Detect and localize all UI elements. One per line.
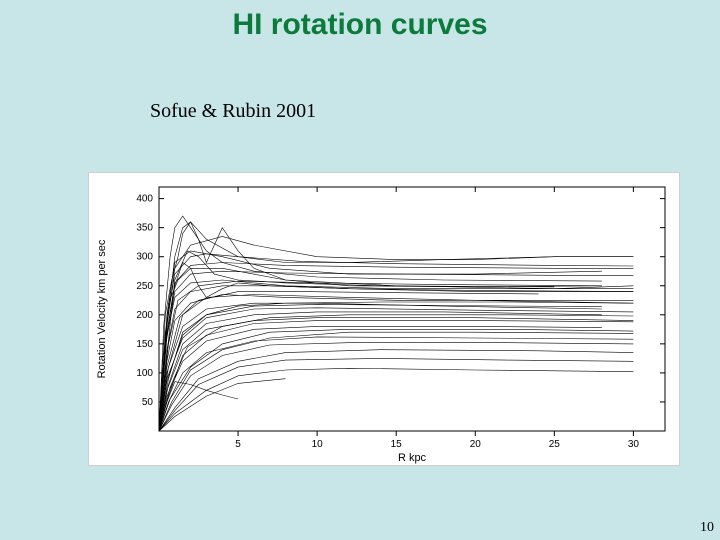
svg-text:300: 300 xyxy=(136,252,153,263)
chart-svg: 5 10 15 20 25 30 50 100 150 200 250 300 350 400 R kpc R… xyxy=(89,173,679,465)
rotation-curve-chart: 5 10 15 20 25 30 50 100 150 200 250 300 350 400 R kpc R… xyxy=(88,172,680,466)
svg-text:15: 15 xyxy=(391,439,403,450)
svg-text:30: 30 xyxy=(628,439,640,450)
svg-text:200: 200 xyxy=(136,310,153,321)
svg-text:Rotation Velocity km per sec: Rotation Velocity km per sec xyxy=(96,239,108,378)
slide-title: HI rotation curves xyxy=(0,8,720,42)
svg-text:10: 10 xyxy=(312,439,324,450)
svg-text:5: 5 xyxy=(235,439,241,450)
svg-text:50: 50 xyxy=(142,397,154,408)
svg-text:20: 20 xyxy=(470,439,482,450)
svg-text:350: 350 xyxy=(136,223,153,234)
slide-subtitle: Sofue & Rubin 2001 xyxy=(150,100,316,123)
svg-text:100: 100 xyxy=(136,368,153,379)
svg-text:150: 150 xyxy=(136,339,153,350)
svg-text:400: 400 xyxy=(136,194,153,205)
slide: HI rotation curves Sofue & Rubin 2001 5 1… xyxy=(0,0,720,540)
svg-text:25: 25 xyxy=(549,439,561,450)
svg-text:250: 250 xyxy=(136,281,153,292)
page-number: 10 xyxy=(700,520,714,536)
svg-text:R kpc: R kpc xyxy=(398,452,427,464)
